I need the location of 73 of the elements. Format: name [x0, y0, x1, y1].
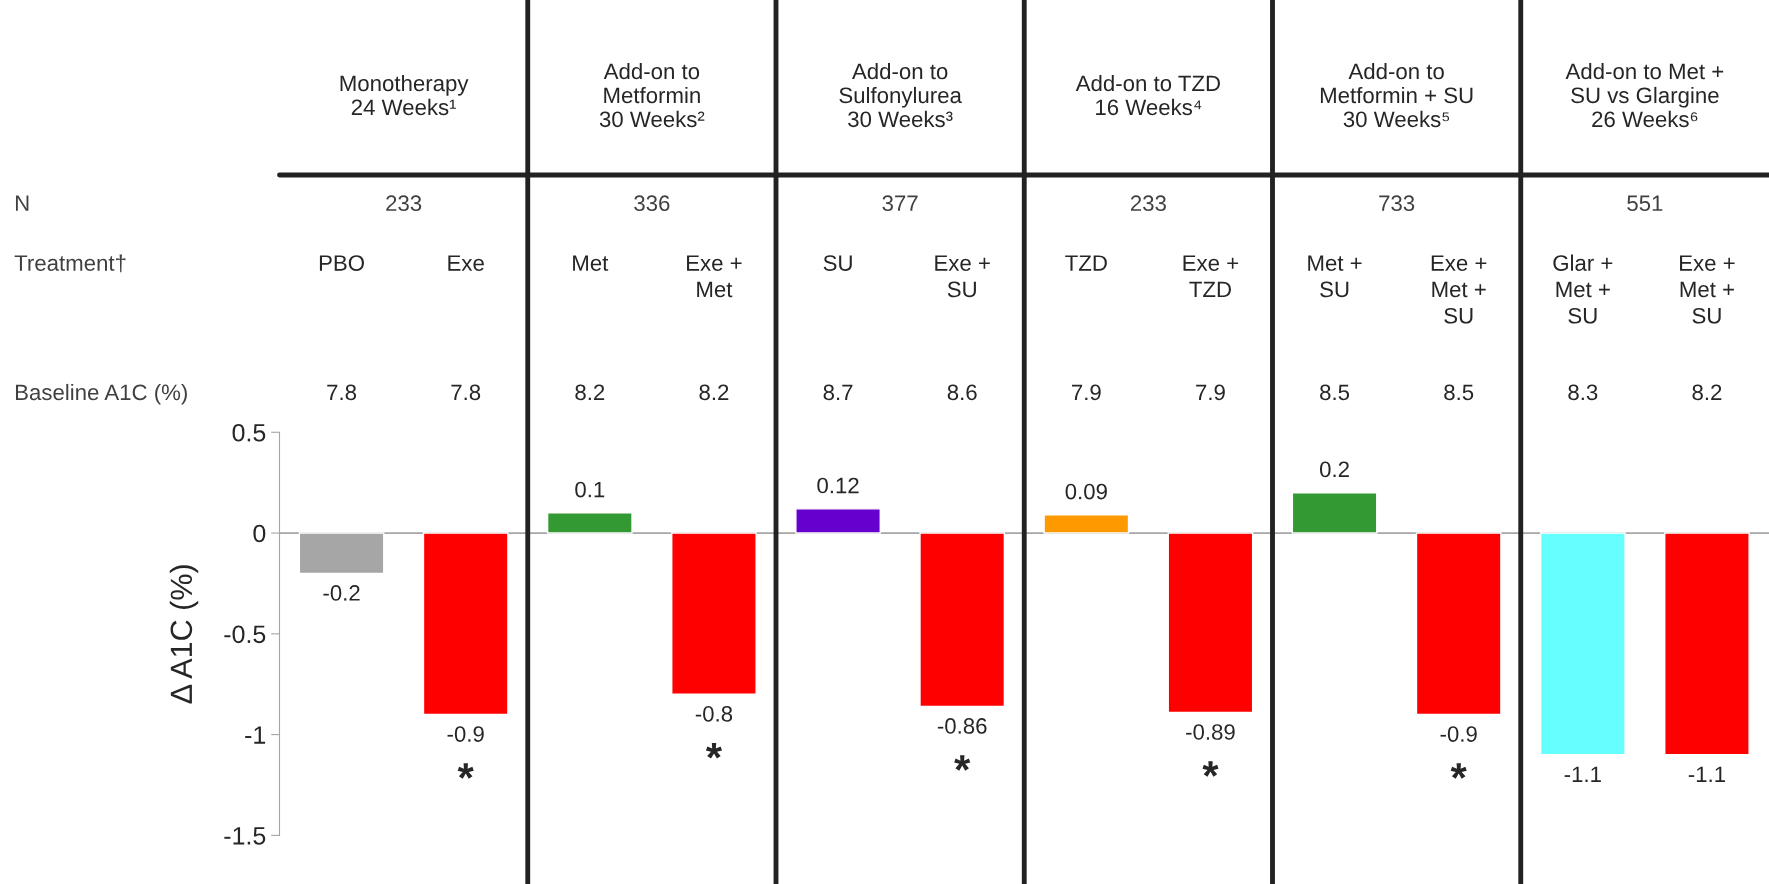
- text: 733: [1379, 195, 1415, 212]
- annotation: *: [457, 763, 474, 779]
- data-label: -0.86: [937, 718, 987, 734]
- x-tick-label: TZD: [1065, 255, 1107, 271]
- x-tick-label: Met + SU: [1308, 255, 1362, 298]
- data-label: -1.1: [1688, 766, 1725, 782]
- text: Add-on to Metformin + SU 30 Weeks⁵: [1320, 62, 1473, 128]
- bar: [422, 532, 509, 716]
- y-tick-label: 0.5: [232, 423, 266, 442]
- text: Baseline A1C (%): [15, 383, 187, 405]
- text: Add-on to Sulfonylurea 30 Weeks³: [839, 62, 962, 128]
- bar: [1539, 532, 1626, 756]
- bar: [795, 508, 881, 534]
- data-label: -0.2: [323, 585, 360, 601]
- bar: [919, 532, 1006, 708]
- y-tick-label: 0: [253, 524, 266, 543]
- data-label: 0.1: [575, 481, 605, 498]
- text: 8.5: [1444, 384, 1474, 401]
- text: 233: [386, 195, 422, 212]
- annotation: *: [1202, 761, 1219, 777]
- text: 7.8: [327, 384, 357, 401]
- bar: [546, 512, 633, 534]
- data-label: 0.09: [1065, 483, 1107, 500]
- text: N: [15, 195, 29, 211]
- text: 551: [1627, 195, 1663, 212]
- text: 336: [634, 195, 670, 212]
- text: Treatment†: [14, 254, 126, 273]
- text: 8.2: [575, 384, 605, 401]
- x-tick-label: Glar + Met + SU: [1553, 254, 1613, 324]
- annotation: *: [954, 755, 971, 771]
- bar: [1043, 514, 1130, 534]
- x-tick-label: SU: [823, 255, 852, 271]
- data-label: 0.2: [1319, 461, 1349, 478]
- data-label: -0.9: [1440, 726, 1477, 742]
- x-tick-label: Exe + Met + SU: [1431, 255, 1487, 324]
- data-label: -0.89: [1186, 724, 1235, 740]
- text: Add-on to Met + SU vs Glargine 26 Weeks⁶: [1565, 62, 1724, 128]
- text: Monotherapy 24 Weeks¹: [340, 74, 469, 116]
- text: 7.9: [1196, 384, 1225, 401]
- data-label: -0.8: [695, 705, 733, 722]
- x-tick-label: PBO: [319, 255, 364, 271]
- x-tick-label: Met: [573, 255, 609, 271]
- x-tick-label: Exe + TZD: [1183, 255, 1239, 298]
- data-label: -1.1: [1564, 766, 1601, 782]
- text: 8.2: [699, 384, 729, 401]
- text: Add-on to Metformin 30 Weeks²: [599, 62, 705, 128]
- x-tick-label: Exe + Met: [687, 255, 742, 298]
- text: 8.6: [947, 384, 977, 401]
- bar: [1664, 532, 1750, 756]
- bar: [1167, 532, 1254, 714]
- annotation: *: [705, 743, 722, 759]
- data-label: 0.12: [817, 477, 859, 494]
- text: Add-on to TZD 16 Weeks⁴: [1075, 74, 1220, 116]
- y-axis-title: Δ A1C (%): [169, 565, 199, 704]
- bar: [1415, 532, 1502, 716]
- text: 233: [1130, 195, 1166, 212]
- text: 8.7: [823, 384, 853, 401]
- text: 8.5: [1320, 384, 1350, 401]
- data-label: -0.9: [447, 726, 484, 742]
- text: 7.8: [451, 384, 481, 401]
- text: 8.2: [1692, 384, 1722, 401]
- bar: [671, 532, 757, 695]
- y-tick-label: -0.5: [224, 625, 266, 644]
- x-tick-label: Exe: [448, 255, 484, 271]
- text: 7.9: [1072, 384, 1101, 401]
- bar: [1291, 492, 1378, 534]
- y-tick-label: -1: [245, 726, 266, 744]
- x-tick-label: Exe + Met + SU: [1680, 255, 1735, 324]
- text: 8.3: [1568, 384, 1598, 401]
- y-tick-label: -1.5: [224, 827, 266, 845]
- annotation: *: [1450, 763, 1467, 779]
- text: 377: [882, 195, 918, 212]
- x-tick-label: Exe + SU: [935, 255, 990, 298]
